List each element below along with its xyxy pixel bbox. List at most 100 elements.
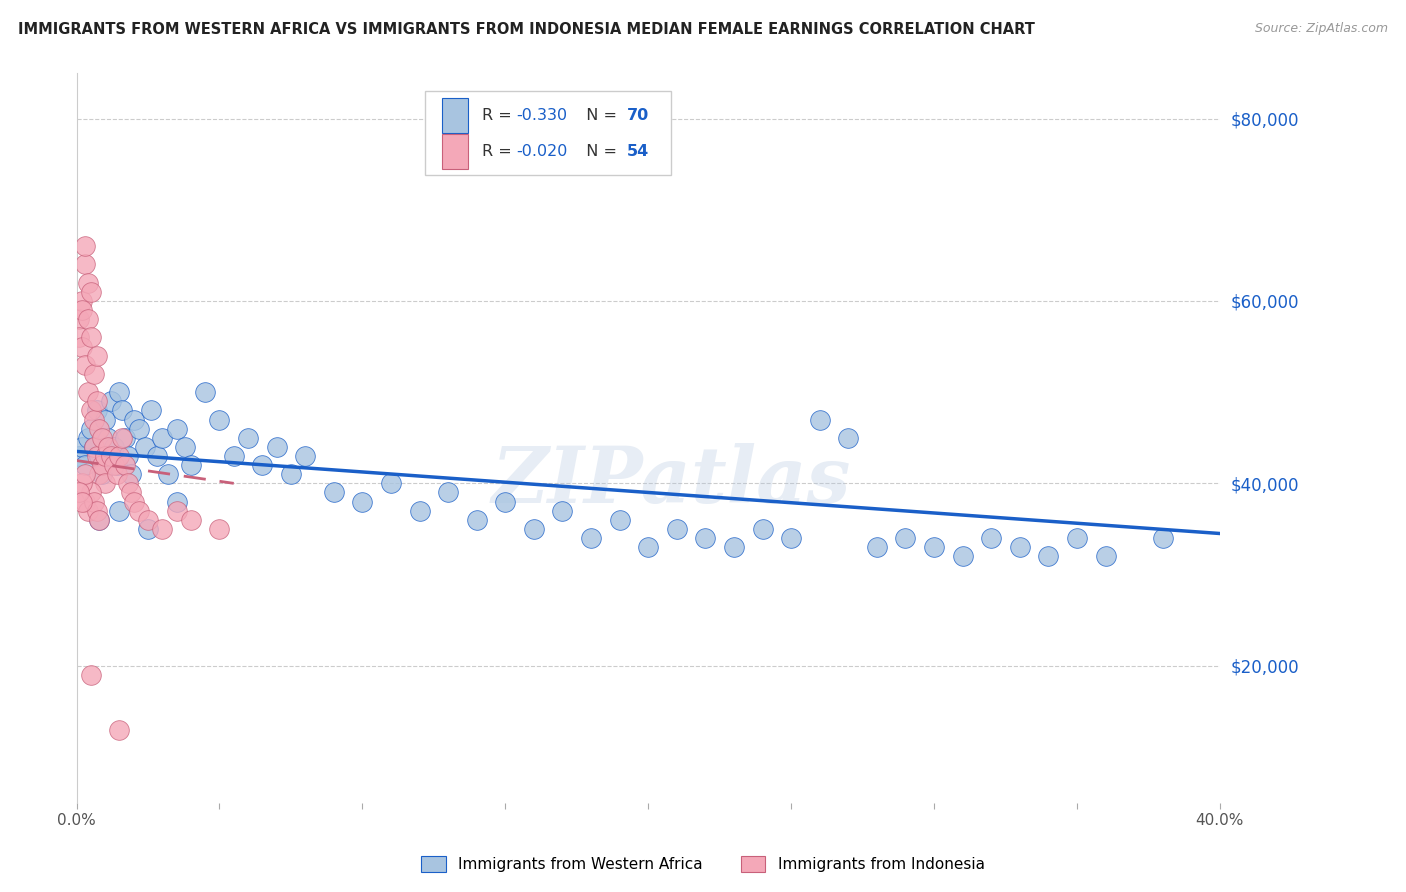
Point — [579, 531, 602, 545]
Point — [72, 340, 94, 354]
Point — [145, 449, 167, 463]
Text: Source: ZipAtlas.com: Source: ZipAtlas.com — [1254, 22, 1388, 36]
Point — [80, 485, 103, 500]
Point — [103, 458, 125, 472]
Point — [723, 540, 745, 554]
Point — [1152, 531, 1174, 545]
Point — [150, 522, 173, 536]
Point — [91, 458, 114, 472]
Point — [91, 467, 114, 482]
Point — [208, 412, 231, 426]
Point — [194, 385, 217, 400]
Point — [780, 531, 803, 545]
Point — [266, 440, 288, 454]
Point — [89, 449, 111, 463]
Point — [166, 422, 188, 436]
Point — [94, 476, 117, 491]
Point — [94, 449, 117, 463]
Point — [380, 476, 402, 491]
Point — [77, 276, 100, 290]
Point — [111, 431, 134, 445]
Point — [494, 494, 516, 508]
Point — [89, 513, 111, 527]
Point — [157, 467, 180, 482]
Point — [166, 494, 188, 508]
Point — [86, 394, 108, 409]
Point — [72, 303, 94, 318]
Text: IMMIGRANTS FROM WESTERN AFRICA VS IMMIGRANTS FROM INDONESIA MEDIAN FEMALE EARNIN: IMMIGRANTS FROM WESTERN AFRICA VS IMMIGR… — [18, 22, 1035, 37]
Point — [114, 458, 136, 472]
Point — [77, 312, 100, 326]
Point — [609, 513, 631, 527]
Point — [222, 449, 245, 463]
Point — [180, 458, 202, 472]
Point — [105, 458, 128, 472]
Text: 70: 70 — [627, 108, 648, 123]
Point — [122, 494, 145, 508]
Point — [67, 449, 90, 463]
Point — [75, 258, 97, 272]
Point — [136, 513, 159, 527]
Point — [80, 422, 103, 436]
FancyBboxPatch shape — [443, 134, 468, 169]
Point — [103, 440, 125, 454]
Point — [86, 449, 108, 463]
Point — [83, 440, 105, 454]
Point — [72, 293, 94, 308]
Point — [134, 440, 156, 454]
Point — [97, 431, 120, 445]
Point — [117, 449, 139, 463]
Point — [67, 330, 90, 344]
Point — [180, 513, 202, 527]
Point — [72, 440, 94, 454]
Text: 54: 54 — [627, 144, 648, 159]
Point — [1008, 540, 1031, 554]
Point — [280, 467, 302, 482]
Point — [465, 513, 488, 527]
Point — [136, 522, 159, 536]
Text: R =: R = — [482, 144, 517, 159]
Point — [139, 403, 162, 417]
Text: N =: N = — [576, 144, 623, 159]
Point — [75, 239, 97, 253]
Point — [437, 485, 460, 500]
Point — [89, 422, 111, 436]
Point — [208, 522, 231, 536]
Point — [808, 412, 831, 426]
Point — [108, 723, 131, 737]
Text: -0.330: -0.330 — [517, 108, 568, 123]
Point — [108, 449, 131, 463]
Legend: Immigrants from Western Africa, Immigrants from Indonesia: Immigrants from Western Africa, Immigran… — [413, 848, 993, 880]
Text: N =: N = — [576, 108, 623, 123]
Point — [75, 358, 97, 372]
Point — [108, 385, 131, 400]
Point — [866, 540, 889, 554]
Point — [105, 467, 128, 482]
Point — [80, 330, 103, 344]
Point — [128, 422, 150, 436]
Point — [77, 504, 100, 518]
Point — [150, 431, 173, 445]
Point — [408, 504, 430, 518]
Point — [952, 549, 974, 564]
Point — [922, 540, 945, 554]
Point — [236, 431, 259, 445]
Point — [75, 458, 97, 472]
Point — [665, 522, 688, 536]
Point — [1066, 531, 1088, 545]
Point — [114, 431, 136, 445]
Point — [352, 494, 374, 508]
Point — [80, 403, 103, 417]
Text: ZIPatlas: ZIPatlas — [491, 443, 851, 520]
Point — [72, 494, 94, 508]
Point — [83, 412, 105, 426]
Point — [80, 285, 103, 299]
Point — [120, 467, 142, 482]
Point — [108, 504, 131, 518]
Point — [89, 467, 111, 482]
Point — [67, 312, 90, 326]
Point — [89, 513, 111, 527]
Point — [174, 440, 197, 454]
Point — [83, 440, 105, 454]
Point — [166, 504, 188, 518]
